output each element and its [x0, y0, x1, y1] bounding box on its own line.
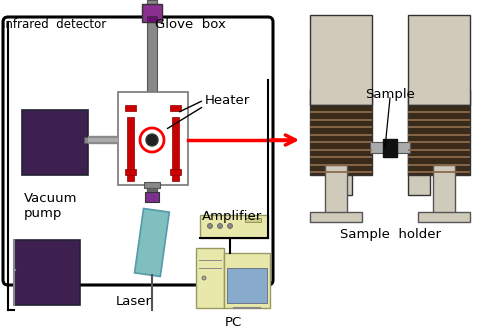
Bar	[145, 192, 159, 202]
Circle shape	[140, 128, 164, 152]
Bar	[433, 165, 455, 215]
Bar	[408, 15, 470, 105]
Bar	[390, 142, 410, 153]
Bar	[325, 165, 347, 215]
Circle shape	[146, 134, 158, 146]
Bar	[134, 208, 169, 276]
Bar	[170, 105, 181, 111]
Bar	[22, 110, 88, 175]
Bar	[310, 15, 372, 105]
Bar	[310, 212, 362, 222]
Bar	[14, 240, 80, 305]
Bar	[418, 212, 470, 222]
Text: Amplifier: Amplifier	[202, 210, 262, 223]
Bar	[147, 16, 157, 22]
Bar	[172, 117, 179, 181]
Bar	[245, 218, 261, 222]
Bar	[408, 105, 470, 175]
Bar	[408, 105, 430, 195]
Bar	[170, 169, 181, 175]
Text: PC: PC	[224, 316, 241, 329]
Bar	[118, 92, 188, 185]
Circle shape	[207, 223, 213, 228]
Bar	[196, 248, 224, 308]
Circle shape	[217, 223, 223, 228]
Bar	[383, 139, 397, 157]
Bar	[310, 90, 372, 105]
Bar	[125, 105, 136, 111]
Text: Glove  box: Glove box	[155, 18, 226, 31]
Bar	[127, 117, 134, 181]
Bar	[125, 169, 136, 175]
Bar	[144, 182, 160, 188]
Circle shape	[202, 276, 206, 280]
Text: Vacuum
pump: Vacuum pump	[24, 192, 77, 220]
Bar	[224, 253, 270, 308]
Bar	[147, 0, 157, 22]
Bar	[147, 120, 157, 195]
Bar	[147, 22, 157, 100]
Bar	[310, 105, 372, 175]
Bar	[142, 4, 162, 22]
Bar	[227, 268, 267, 303]
Bar	[200, 215, 268, 238]
Text: Heater: Heater	[205, 93, 250, 107]
Bar	[408, 90, 470, 105]
Text: Infrared  detector: Infrared detector	[2, 18, 106, 31]
Circle shape	[228, 223, 232, 228]
Bar	[330, 105, 352, 195]
Text: Sample: Sample	[365, 88, 415, 101]
Bar	[370, 142, 390, 153]
Text: Sample  holder: Sample holder	[339, 228, 441, 241]
FancyBboxPatch shape	[3, 17, 273, 285]
Text: Laser: Laser	[116, 295, 152, 308]
Bar	[84, 137, 92, 143]
Bar	[147, 188, 157, 194]
